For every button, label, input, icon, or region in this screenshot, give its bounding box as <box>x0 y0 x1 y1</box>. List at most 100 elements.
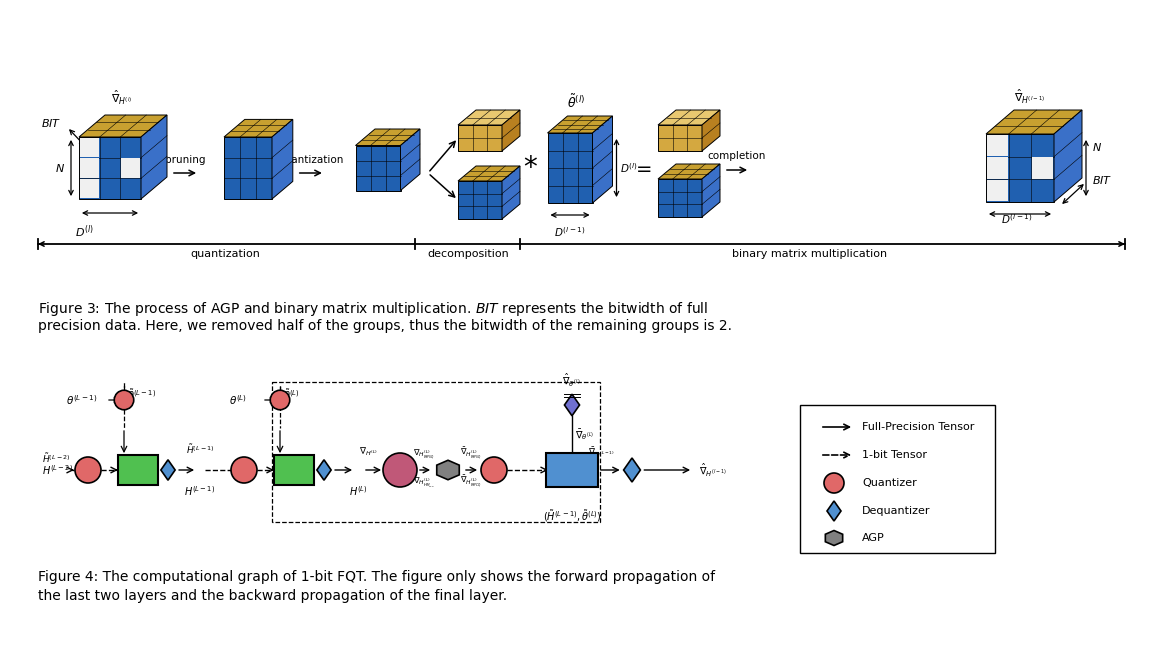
Bar <box>987 180 1008 201</box>
Text: Full-Precision Tensor: Full-Precision Tensor <box>863 422 974 432</box>
Text: $H^{(L-1)}$: $H^{(L-1)}$ <box>184 484 215 498</box>
Polygon shape <box>161 460 175 480</box>
Polygon shape <box>436 460 460 480</box>
Bar <box>272 382 599 522</box>
Bar <box>79 159 99 178</box>
Polygon shape <box>547 116 612 133</box>
Text: $\bar{\nabla}_{\theta^{(L)}}$: $\bar{\nabla}_{\theta^{(L)}}$ <box>575 427 595 442</box>
Text: $\bar{\nabla}_{H^{(L)}_{M_{PCQ}}}$: $\bar{\nabla}_{H^{(L)}_{M_{PCQ}}}$ <box>460 474 482 490</box>
Text: $\nabla_{H^{(L)}_{H_{M_{PCQ}}}}$: $\nabla_{H^{(L)}_{H_{M_{PCQ}}}}$ <box>413 476 435 490</box>
Text: $\tilde{H}^{(L-2)}$: $\tilde{H}^{(L-2)}$ <box>42 451 71 465</box>
Text: $\theta^{(L)}$: $\theta^{(L)}$ <box>229 393 247 407</box>
Bar <box>987 157 1008 178</box>
Polygon shape <box>355 145 400 191</box>
Bar <box>800 405 995 553</box>
Text: $\nabla_{H^{(L)}_{M_{PSQ}}}$: $\nabla_{H^{(L)}_{M_{PSQ}}}$ <box>413 448 434 463</box>
Text: $\theta^{(L-1)}$: $\theta^{(L-1)}$ <box>66 393 98 407</box>
Text: Quantizer: Quantizer <box>863 478 917 488</box>
Text: 1-bit Tensor: 1-bit Tensor <box>863 450 927 460</box>
Polygon shape <box>986 134 1053 202</box>
Text: $BIT$: $BIT$ <box>41 117 61 129</box>
Bar <box>118 455 158 485</box>
Bar <box>987 135 1008 156</box>
Text: $H^{(L-2)}$: $H^{(L-2)}$ <box>42 463 73 477</box>
Text: $\hat{\nabla}_{H^{(l-1)}}$: $\hat{\nabla}_{H^{(l-1)}}$ <box>700 461 726 478</box>
Polygon shape <box>986 110 1083 134</box>
Polygon shape <box>658 110 721 125</box>
Polygon shape <box>702 164 721 217</box>
Polygon shape <box>702 110 721 151</box>
Polygon shape <box>825 530 843 545</box>
Polygon shape <box>502 110 520 151</box>
Text: $\tilde{\theta}^{(l)}$: $\tilde{\theta}^{(l)}$ <box>567 93 585 111</box>
Text: $D^{(l)}$: $D^{(l)}$ <box>620 161 638 175</box>
Text: quantization: quantization <box>190 249 260 259</box>
Text: $F^{(L-1)}$: $F^{(L-1)}$ <box>123 463 152 477</box>
Polygon shape <box>565 394 580 416</box>
Polygon shape <box>400 129 420 191</box>
Text: binary matrix multiplication: binary matrix multiplication <box>732 249 888 259</box>
Polygon shape <box>79 137 141 199</box>
Text: $BIT$: $BIT$ <box>1092 174 1113 186</box>
Text: $\hat{\nabla}_{H^{(l-1)}}$: $\hat{\nabla}_{H^{(l-1)}}$ <box>1014 88 1045 106</box>
Bar <box>121 159 141 178</box>
Bar <box>79 179 99 198</box>
Text: $\mathcal{L}$: $\mathcal{L}$ <box>395 463 406 478</box>
Polygon shape <box>547 133 592 203</box>
Bar <box>1032 157 1053 178</box>
Polygon shape <box>826 501 842 521</box>
Polygon shape <box>624 458 640 482</box>
Text: completion: completion <box>708 151 766 161</box>
Text: $\tilde{\theta}^{(L)}$: $\tilde{\theta}^{(L)}$ <box>283 387 299 402</box>
Text: quantization: quantization <box>278 155 343 165</box>
Polygon shape <box>79 115 166 137</box>
Text: Figure 4: The computational graph of 1-bit FQT. The figure only shows the forwar: Figure 4: The computational graph of 1-b… <box>38 570 715 584</box>
Polygon shape <box>457 181 502 219</box>
Text: Dequantizer: Dequantizer <box>863 506 930 516</box>
Circle shape <box>481 457 508 483</box>
Text: $\hat{\nabla}_{\theta^{(L)}}$: $\hat{\nabla}_{\theta^{(L)}}$ <box>562 372 582 389</box>
Polygon shape <box>457 110 520 125</box>
Circle shape <box>383 453 417 487</box>
Text: $D^{(l-1)}$: $D^{(l-1)}$ <box>554 225 585 239</box>
Text: $\bar{\nabla}_{H^{(L)}_{M_{PSQ}}}$: $\bar{\nabla}_{H^{(L)}_{M_{PSQ}}}$ <box>460 446 482 463</box>
Text: $\tilde{H}^{(L-1)}$: $\tilde{H}^{(L-1)}$ <box>186 442 214 456</box>
Bar <box>274 455 314 485</box>
Text: $\tilde{\theta}^{(L-1)}$: $\tilde{\theta}^{(L-1)}$ <box>127 387 156 402</box>
Circle shape <box>270 390 290 410</box>
Circle shape <box>74 457 101 483</box>
Polygon shape <box>317 460 331 480</box>
Polygon shape <box>355 129 420 145</box>
Polygon shape <box>1053 110 1083 202</box>
Circle shape <box>230 457 257 483</box>
Text: AGP: AGP <box>863 533 885 543</box>
Text: $\bar{\nabla}_{H^{(L-1)}}$: $\bar{\nabla}_{H^{(L-1)}}$ <box>589 446 616 461</box>
Text: $H^{(L)}$: $H^{(L)}$ <box>349 484 368 498</box>
Bar <box>79 138 99 157</box>
Polygon shape <box>141 115 166 199</box>
Text: $F^{(L)}$: $F^{(L)}$ <box>285 463 303 477</box>
Polygon shape <box>223 137 272 199</box>
Polygon shape <box>658 125 702 151</box>
Polygon shape <box>457 125 502 151</box>
Bar <box>546 453 598 487</box>
Text: Figure 3: The process of AGP and binary matrix multiplication. $\mathit{BIT}$ re: Figure 3: The process of AGP and binary … <box>38 300 708 318</box>
Text: the last two layers and the backward propagation of the final layer.: the last two layers and the backward pro… <box>38 589 508 603</box>
Text: $B^{(L)}$: $B^{(L)}$ <box>562 462 582 478</box>
Text: $N$: $N$ <box>55 162 65 174</box>
Polygon shape <box>502 166 520 219</box>
Text: $(\tilde{H}^{(L-1)}, \tilde{\theta}^{(L)})$: $(\tilde{H}^{(L-1)}, \tilde{\theta}^{(L)… <box>542 508 602 524</box>
Polygon shape <box>457 166 520 181</box>
Polygon shape <box>658 179 702 217</box>
Polygon shape <box>658 164 721 179</box>
Polygon shape <box>592 116 612 203</box>
Text: precision data. Here, we removed half of the groups, thus the bitwidth of the re: precision data. Here, we removed half of… <box>38 319 732 333</box>
Text: pruning: pruning <box>165 155 205 165</box>
Text: *: * <box>523 154 537 182</box>
Text: $=$: $=$ <box>632 159 653 178</box>
Polygon shape <box>223 119 293 137</box>
Text: $D^{(l-1)}$: $D^{(l-1)}$ <box>1001 212 1032 226</box>
Circle shape <box>114 390 134 410</box>
Text: $\hat{\nabla}_{H^{(l)}}$: $\hat{\nabla}_{H^{(l)}}$ <box>112 89 133 107</box>
Text: $D^{(l)}$: $D^{(l)}$ <box>74 223 94 240</box>
